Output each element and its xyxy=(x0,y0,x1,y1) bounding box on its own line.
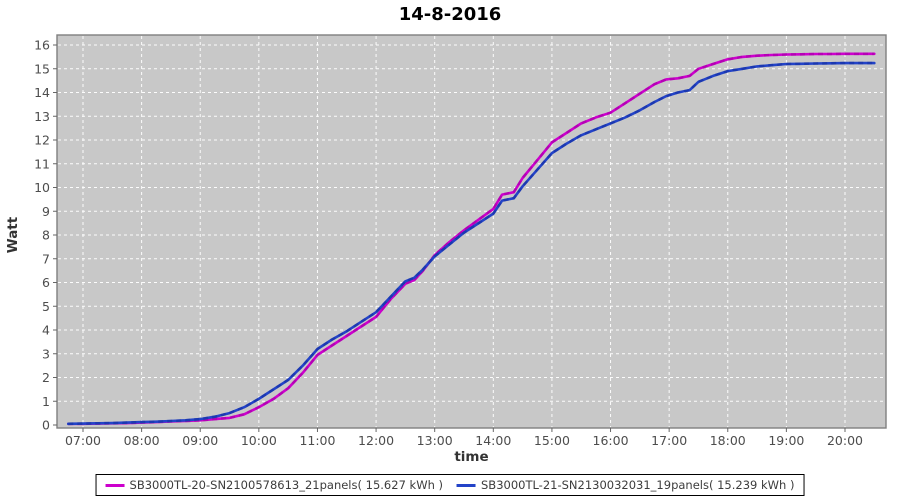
legend-label-0: SB3000TL-20-SN2100578613_21panels( 15.62… xyxy=(129,478,443,492)
x-tick-label: 13:00 xyxy=(417,433,453,448)
y-tick-label: 6 xyxy=(42,275,50,290)
legend-swatch-magenta xyxy=(105,483,125,487)
y-tick-label: 1 xyxy=(42,394,50,409)
series-line-markers-0 xyxy=(68,52,875,426)
y-tick-label: 7 xyxy=(42,251,50,266)
y-tick-label: 3 xyxy=(42,346,50,361)
x-tick-label: 16:00 xyxy=(593,433,629,448)
y-tick-label: 16 xyxy=(34,38,50,53)
x-tick-label: 11:00 xyxy=(299,433,335,448)
y-tick-label: 5 xyxy=(42,299,50,314)
x-tick-label: 07:00 xyxy=(65,433,101,448)
x-tick-label: 14:00 xyxy=(475,433,511,448)
x-tick-label: 12:00 xyxy=(358,433,394,448)
x-tick-label: 18:00 xyxy=(710,433,746,448)
y-tick-label: 2 xyxy=(42,370,50,385)
x-tick-label: 15:00 xyxy=(534,433,570,448)
x-tick-label: 08:00 xyxy=(124,433,160,448)
y-tick-label: 0 xyxy=(42,418,50,433)
y-tick-label: 13 xyxy=(34,109,50,124)
x-tick-label: 17:00 xyxy=(651,433,687,448)
chart-title: 14-8-2016 xyxy=(398,4,502,25)
x-tick-label: 10:00 xyxy=(241,433,277,448)
x-tick-label: 20:00 xyxy=(827,433,863,448)
y-tick-label: 11 xyxy=(34,156,50,171)
y-tick-label: 4 xyxy=(42,323,50,338)
y-tick-label: 15 xyxy=(34,61,50,76)
plot-area xyxy=(57,35,886,428)
legend-swatch-blue xyxy=(457,483,476,487)
plot-border xyxy=(56,34,887,429)
legend-item-0: SB3000TL-20-SN2100578613_21panels( 15.62… xyxy=(105,478,443,492)
legend-box: SB3000TL-20-SN2100578613_21panels( 15.62… xyxy=(95,474,805,496)
y-tick-label: 9 xyxy=(42,204,50,219)
series-line-markers-1 xyxy=(68,61,875,426)
gridlines xyxy=(58,36,885,427)
legend-label-1: SB3000TL-21-SN2130032031_19panels( 15.23… xyxy=(481,478,795,492)
y-tick-label: 14 xyxy=(34,85,50,100)
x-tick-label: 09:00 xyxy=(182,433,218,448)
x-tick-label: 19:00 xyxy=(768,433,804,448)
legend-item-1: SB3000TL-21-SN2130032031_19panels( 15.23… xyxy=(457,478,794,492)
y-tick-label: 12 xyxy=(34,133,50,148)
y-tick-label: 10 xyxy=(34,180,50,195)
x-axis-label: time xyxy=(454,449,488,465)
x-axis: 07:00 08:00 09:00 10:00 11:00 12:00 13:00 14:00… xyxy=(65,428,863,448)
y-axis-label: Watt xyxy=(5,216,21,253)
y-tick-label: 8 xyxy=(42,228,50,243)
